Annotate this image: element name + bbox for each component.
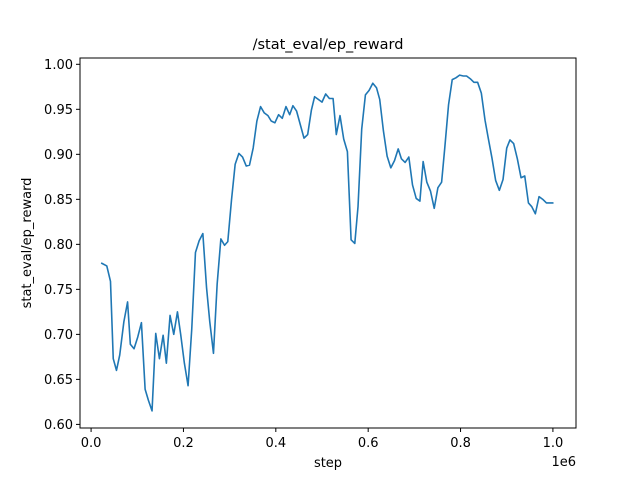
y-tick-label: 0.80: [44, 238, 73, 253]
y-tick-label: 0.85: [44, 193, 73, 208]
y-tick-label: 0.60: [44, 418, 73, 433]
x-tick-label: 0.8: [450, 436, 471, 451]
x-axis: 0.0 0.2 0.4 0.6 0.8 1.0: [81, 428, 564, 451]
x-tick-label: 0.0: [81, 436, 102, 451]
y-tick-label: 0.95: [44, 103, 73, 118]
plot-area: [100, 74, 554, 412]
y-tick-label: 0.90: [44, 148, 73, 163]
x-tick-label: 1.0: [543, 436, 564, 451]
plot-frame: [79, 57, 577, 429]
series-line-0: [100, 74, 554, 412]
y-tick-label: 0.70: [44, 328, 73, 343]
x-tick-label: 0.2: [173, 436, 194, 451]
y-tick-label: 0.75: [44, 283, 73, 298]
y-axis-label: stat_eval/ep_reward: [20, 178, 35, 309]
x-tick-label: 0.4: [265, 436, 286, 451]
chart-title: /stat_eval/ep_reward: [253, 37, 404, 53]
x-axis-offset-label: 1e6: [551, 455, 576, 470]
x-tick-label: 0.6: [358, 436, 379, 451]
y-tick-label: 0.65: [44, 373, 73, 388]
y-axis: 0.60 0.65 0.70 0.75 0.80 0.85 0.90 0.95 1.00: [44, 58, 80, 433]
y-tick-label: 1.00: [44, 58, 73, 73]
x-axis-label: step: [314, 456, 342, 471]
